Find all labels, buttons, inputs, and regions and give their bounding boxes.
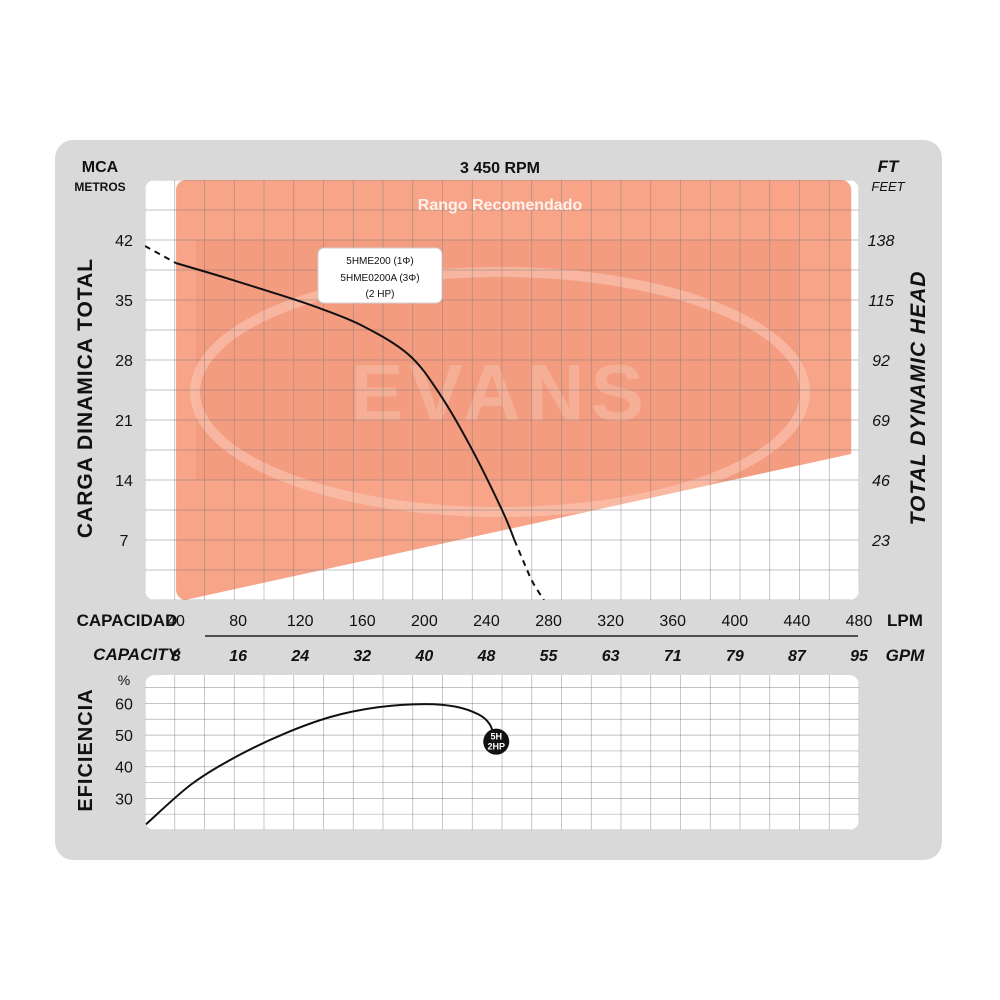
- lpm-unit-label: LPM: [887, 611, 923, 630]
- gpm-tick-label: 16: [229, 648, 247, 665]
- left-tick-label: 21: [115, 413, 133, 430]
- lpm-tick-label: 120: [287, 613, 314, 630]
- gpm-tick-label: 32: [353, 648, 371, 665]
- lpm-tick-label: 200: [411, 613, 438, 630]
- capacity-label-en: CAPACITY: [93, 645, 180, 664]
- gpm-tick-label: 79: [726, 648, 744, 665]
- left-tick-label: 28: [115, 353, 133, 370]
- efficiency-tick-label: 50: [115, 728, 133, 745]
- right-tick-label: 92: [872, 353, 890, 370]
- recommended-range-label: Rango Recomendado: [418, 197, 583, 214]
- recommended-range-lower-cutoff: [176, 451, 859, 600]
- right-tick-labels: 138 115 92 69 46 23: [868, 233, 895, 550]
- head-curve-dashed-start: [145, 245, 177, 265]
- efficiency-tick-labels: 60 50 40 30: [115, 696, 133, 808]
- head-curve: [145, 245, 545, 600]
- lpm-tick-label: 320: [597, 613, 624, 630]
- series-label-line2: 5HME0200A (3Φ): [340, 273, 419, 284]
- gpm-tick-labels: 8 16 24 32 40 48 55 63 71 79 87 95: [172, 648, 869, 665]
- efficiency-end-marker: 5H 2HP: [483, 728, 510, 755]
- efficiency-tick-label: 30: [115, 791, 133, 808]
- right-tick-label: 69: [872, 413, 890, 430]
- efficiency-curve-line: [145, 703, 496, 827]
- gpm-tick-label: 87: [788, 648, 807, 665]
- gpm-tick-label: 24: [290, 648, 309, 665]
- lpm-tick-label: 80: [229, 613, 247, 630]
- efficiency-unit-label: %: [118, 672, 130, 688]
- right-tick-label: 115: [868, 293, 894, 310]
- right-tick-label: 138: [868, 233, 895, 250]
- lpm-tick-label: 480: [846, 613, 873, 630]
- chart-title: 3 450 RPM: [460, 160, 540, 177]
- lpm-tick-label: 240: [473, 613, 500, 630]
- efficiency-marker-circle: [483, 728, 510, 755]
- left-tick-label: 7: [120, 533, 129, 550]
- right-tick-label: 23: [871, 533, 890, 550]
- left-tick-label: 35: [115, 293, 133, 310]
- lpm-tick-label: 160: [349, 613, 376, 630]
- left-tick-label: 14: [115, 473, 133, 490]
- efficiency-tick-label: 40: [115, 760, 133, 777]
- right-tick-label: 46: [872, 473, 890, 490]
- gpm-tick-label: 63: [602, 648, 620, 665]
- head-grid: [145, 180, 859, 600]
- gpm-tick-label: 40: [414, 648, 433, 665]
- efficiency-marker-line1: 5H: [490, 732, 502, 742]
- lpm-tick-label: 400: [721, 613, 748, 630]
- efficiency-marker-line2: 2HP: [487, 742, 505, 752]
- lpm-tick-label: 360: [659, 613, 686, 630]
- efficiency-curve: [145, 703, 496, 827]
- left-unit-sub-label: METROS: [74, 180, 125, 194]
- gpm-tick-label: 95: [850, 648, 869, 665]
- right-axis-title: TOTAL DYNAMIC HEAD: [907, 271, 930, 526]
- efficiency-tick-label: 60: [115, 696, 133, 713]
- gpm-tick-label: 48: [477, 648, 496, 665]
- gpm-tick-label: 8: [172, 648, 181, 665]
- gpm-unit-label: GPM: [886, 646, 926, 665]
- right-unit-label: FT: [878, 157, 900, 176]
- left-tick-labels: 42 35 28 21 14 7: [115, 233, 133, 550]
- gpm-tick-label: 55: [540, 648, 559, 665]
- capacity-label-es: CAPACIDAD: [77, 611, 178, 630]
- head-curve-solid: [175, 262, 516, 541]
- left-unit-label: MCA: [82, 159, 119, 176]
- lpm-tick-label: 40: [167, 613, 185, 630]
- left-tick-label: 42: [115, 233, 133, 250]
- left-axis-title: CARGA DINAMICA TOTAL: [74, 258, 97, 538]
- series-label-line1: 5HME200 (1Φ): [346, 256, 413, 267]
- lpm-tick-label: 280: [535, 613, 562, 630]
- efficiency-axis-title: EFICIENCIA: [75, 688, 97, 811]
- lpm-tick-label: 440: [784, 613, 811, 630]
- watermark-text: EVANS: [350, 348, 650, 437]
- recommended-range: EVANS: [176, 180, 859, 600]
- right-unit-sub-label: FEET: [871, 179, 905, 194]
- series-label-line3: (2 HP): [366, 289, 395, 300]
- gpm-tick-label: 71: [664, 648, 682, 665]
- series-label-box: 5HME200 (1Φ) 5HME0200A (3Φ) (2 HP): [317, 247, 443, 304]
- watermark-ellipse: [190, 267, 810, 517]
- lpm-tick-labels: 40 80 120 160 200 240 280 320 360 400 440 480: [167, 613, 872, 630]
- head-curve-dashed-end: [513, 539, 545, 600]
